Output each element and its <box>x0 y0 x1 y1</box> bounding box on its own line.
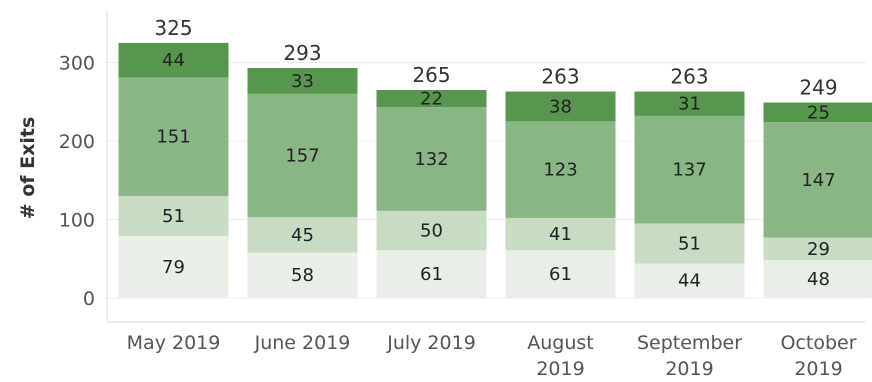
bar-segment <box>376 210 487 251</box>
segment-value-label: 123 <box>543 160 577 181</box>
segment-value-label: 29 <box>807 239 830 260</box>
x-tick-label: August 2019 <box>527 332 594 380</box>
y-tick-label: 100 <box>59 210 95 232</box>
x-tick-label-line: September <box>637 332 742 354</box>
bar-segment <box>247 67 358 94</box>
bar-segment <box>118 42 229 78</box>
bar-segment <box>634 91 745 116</box>
bars <box>118 42 872 298</box>
x-tick-label-line: June 2019 <box>254 332 351 354</box>
bar-total-label: 265 <box>412 63 450 87</box>
bar-segment <box>376 107 487 211</box>
x-tick-label-line: October <box>780 332 856 354</box>
segment-value-label: 137 <box>672 160 706 181</box>
bar-segment <box>634 115 745 224</box>
bar-segment <box>247 217 358 253</box>
bar-segment <box>634 263 745 298</box>
segment-value-label: 48 <box>807 269 830 290</box>
bar-segment <box>247 93 358 218</box>
x-tick-label: June 2019 <box>254 332 351 354</box>
x-tick-label-line: 2019 <box>536 358 584 380</box>
segment-value-label: 41 <box>549 224 572 245</box>
x-tick-label-line: 2019 <box>794 358 842 380</box>
x-tick-label: July 2019 <box>386 332 476 354</box>
tick-labels: 0 100 200 300 May 2019 June 2019 July 2019 Augu… <box>59 53 857 381</box>
segment-value-label: 61 <box>549 264 572 285</box>
segment-value-label: 151 <box>156 127 190 148</box>
segment-value-label: 45 <box>291 225 314 246</box>
y-tick-label: 200 <box>59 131 95 153</box>
bar-segment <box>634 223 745 264</box>
y-axis-label: # of Exits <box>17 117 39 220</box>
x-tick-label-line: July 2019 <box>386 332 476 354</box>
axes <box>106 10 866 323</box>
segment-value-label: 44 <box>678 271 701 292</box>
segment-value-label: 44 <box>162 50 185 71</box>
y-tick-label: 0 <box>83 288 95 310</box>
segment-value-label: 132 <box>414 149 448 170</box>
bar-segment <box>118 77 229 196</box>
x-tick-label: May 2019 <box>127 332 221 354</box>
bar-segment <box>505 217 616 251</box>
segment-value-label: 157 <box>285 146 319 167</box>
bar-total-label: 293 <box>283 41 321 65</box>
segment-value-label: 147 <box>801 170 835 191</box>
bar-total-label: 325 <box>154 16 192 40</box>
segment-value-label: 51 <box>162 206 185 227</box>
bar-segment <box>376 250 487 298</box>
segment-value-label: 58 <box>291 265 314 286</box>
segment-value-label: 25 <box>807 102 830 123</box>
x-tick-label-line: 2019 <box>665 358 713 380</box>
segment-value-label: 79 <box>162 257 185 278</box>
bar-total-label: 249 <box>799 76 837 100</box>
x-tick-label-line: August <box>527 332 594 354</box>
bar-segment <box>247 252 358 298</box>
bar-segment <box>118 235 229 298</box>
bar-segment <box>763 237 872 261</box>
bar-segment <box>763 102 872 123</box>
x-tick-label: October 2019 <box>780 332 856 380</box>
segment-value-label: 33 <box>291 71 314 92</box>
bar-total-label: 263 <box>541 65 579 89</box>
x-tick-label: September 2019 <box>637 332 742 380</box>
segment-value-label: 22 <box>420 89 443 110</box>
bar-segment <box>763 260 872 298</box>
segment-value-label: 51 <box>678 233 701 254</box>
bar-segment <box>505 250 616 298</box>
bar-segment <box>763 122 872 238</box>
segment-value-label: 38 <box>549 96 572 117</box>
segment-value-label: 50 <box>420 220 443 241</box>
bar-segment <box>118 195 229 236</box>
bar-total-label: 263 <box>670 65 708 89</box>
bar-segment <box>505 121 616 218</box>
segment-value-label: 31 <box>678 94 701 115</box>
bar-segment <box>376 89 487 108</box>
bar-segment <box>505 91 616 122</box>
segment-value-label: 61 <box>420 264 443 285</box>
x-tick-label-line: May 2019 <box>127 332 221 354</box>
y-tick-label: 300 <box>59 53 95 75</box>
